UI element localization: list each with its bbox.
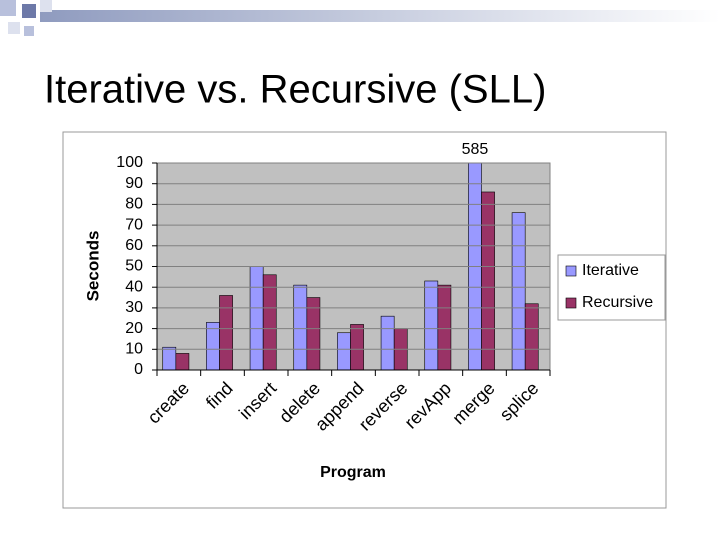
data-label: 585 (462, 141, 489, 158)
x-axis-label: Program (320, 464, 386, 481)
bar (511, 212, 526, 370)
legend-label: Iterative (582, 262, 639, 279)
bar (249, 266, 264, 370)
bar (424, 280, 439, 370)
y-tick-label: 40 (125, 278, 143, 295)
bar (437, 284, 452, 370)
y-tick-label: 30 (125, 299, 143, 316)
y-tick-label: 80 (125, 196, 143, 213)
bar (337, 332, 351, 370)
y-tick-label: 60 (125, 237, 143, 254)
legend-swatch (565, 265, 577, 277)
decoration (0, 0, 720, 36)
bar (162, 346, 177, 370)
bar (350, 324, 364, 370)
bar (306, 297, 321, 370)
legend-label: Recursive (582, 294, 653, 311)
bar (175, 353, 190, 370)
bar (206, 322, 220, 370)
bar (293, 284, 308, 370)
y-tick-label: 90 (125, 175, 143, 192)
bar (380, 315, 395, 370)
bar (219, 295, 233, 370)
bar (262, 274, 277, 370)
bar (468, 163, 482, 370)
y-tick-label: 20 (125, 320, 143, 337)
bar (481, 191, 495, 370)
y-axis-label: Seconds (83, 231, 102, 302)
plot (162, 163, 539, 370)
y-tick-label: 70 (125, 216, 143, 233)
y-tick-label: 10 (125, 341, 143, 358)
bar (524, 303, 539, 370)
y-tick-label: 0 (134, 361, 143, 378)
y-tick-label: 100 (116, 154, 143, 171)
y-tick-label: 50 (125, 258, 143, 275)
slide-title: Iterative vs. Recursive (SLL) (44, 68, 546, 112)
legend-swatch (565, 297, 577, 309)
